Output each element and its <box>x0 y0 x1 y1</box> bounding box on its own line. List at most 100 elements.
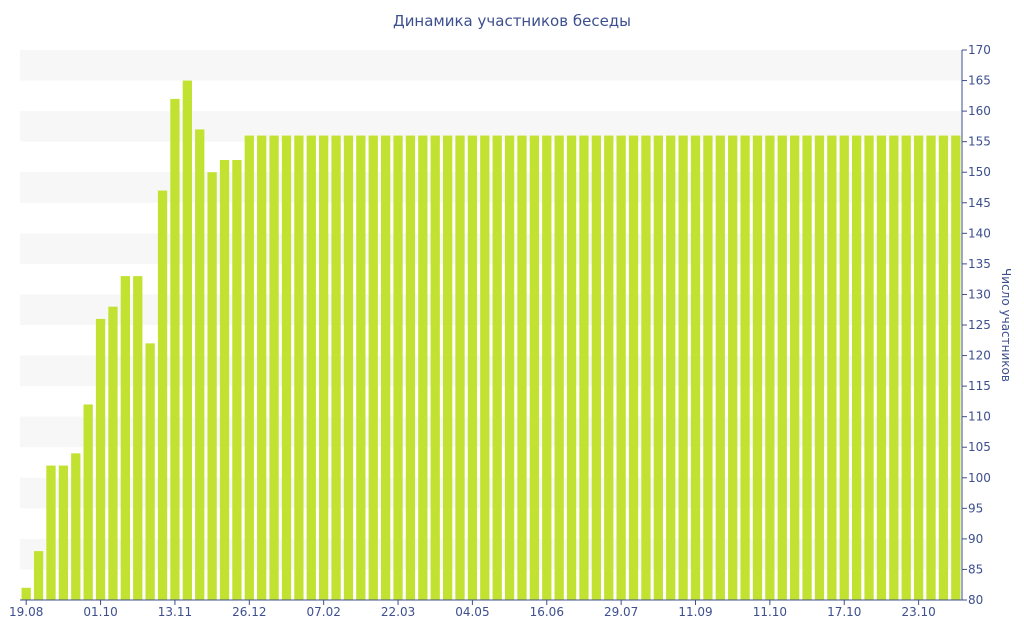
bar <box>157 190 168 601</box>
y-tick-label: 100 <box>968 471 991 485</box>
x-tick-label: 07.02 <box>306 605 340 619</box>
bar <box>554 135 564 601</box>
y-tick-label: 95 <box>968 501 983 515</box>
bar <box>83 404 93 600</box>
bar <box>604 135 614 601</box>
bar <box>71 453 81 600</box>
bar <box>356 135 366 601</box>
bar <box>145 343 155 600</box>
bar <box>467 135 478 601</box>
bar <box>58 465 69 600</box>
x-tick-label: 26.12 <box>232 605 266 619</box>
bar <box>219 160 230 600</box>
bar <box>839 135 849 601</box>
y-axis: 80 85 90 95 100 105 110 115 120 125 130 135 140 145 15… <box>961 43 991 607</box>
bar <box>628 135 639 601</box>
y-tick-label: 160 <box>968 104 991 118</box>
bar <box>851 135 862 601</box>
bar <box>678 135 688 601</box>
bar <box>864 135 874 601</box>
bar <box>616 135 626 601</box>
bar <box>442 135 453 601</box>
bar <box>566 135 577 601</box>
bar <box>740 135 750 601</box>
bar <box>95 318 106 600</box>
bar <box>195 129 205 600</box>
y-tick-label: 165 <box>968 74 991 88</box>
y-tick-label: 120 <box>968 349 991 363</box>
bar <box>480 135 490 601</box>
y-tick-label: 115 <box>968 379 991 393</box>
bar <box>517 135 527 601</box>
bar <box>579 135 589 601</box>
y-tick-label: 85 <box>968 562 983 576</box>
bar <box>715 135 725 601</box>
bar <box>504 135 515 601</box>
x-tick-label: 17.10 <box>827 605 861 619</box>
y-tick-label: 140 <box>968 226 991 240</box>
bar <box>133 276 143 600</box>
x-tick-label: 23.10 <box>901 605 935 619</box>
bar <box>120 276 131 600</box>
y-tick-label: 105 <box>968 440 991 454</box>
y-tick-label: 125 <box>968 318 991 332</box>
bar <box>641 135 651 601</box>
y-tick-label: 135 <box>968 257 991 271</box>
x-axis: 19.08 01.10 13.11 26.12 07.02 22.03 04.05 16.06… <box>9 599 962 619</box>
bar <box>913 135 924 601</box>
bar <box>529 135 540 601</box>
x-tick-label: 16.06 <box>530 605 564 619</box>
bar <box>690 135 701 601</box>
x-tick-label: 11.09 <box>678 605 712 619</box>
bar <box>405 135 416 601</box>
bar <box>542 135 552 601</box>
bar <box>269 135 279 601</box>
x-tick-label: 29.07 <box>604 605 638 619</box>
bar <box>827 135 837 601</box>
bar <box>170 98 180 600</box>
bar <box>876 135 887 601</box>
bar <box>492 135 502 601</box>
bar <box>814 135 825 601</box>
bar <box>108 306 118 600</box>
bar <box>653 135 663 601</box>
bar <box>418 135 428 601</box>
bar <box>901 135 911 601</box>
bar <box>455 135 465 601</box>
bar <box>591 135 602 601</box>
bar <box>802 135 812 601</box>
y-tick-label: 130 <box>968 287 991 301</box>
bar <box>207 172 217 600</box>
bar <box>666 135 676 601</box>
bar <box>951 135 961 601</box>
x-tick-label: 19.08 <box>9 605 43 619</box>
y-tick-label: 90 <box>968 532 983 546</box>
y-tick-label: 150 <box>968 165 991 179</box>
bar <box>232 160 242 600</box>
bar <box>926 135 936 601</box>
bar <box>728 135 738 601</box>
bar <box>21 587 31 600</box>
bar <box>294 135 304 601</box>
bar <box>306 135 316 601</box>
y-axis-title: Число участников <box>999 268 1013 382</box>
y-tick-label: 80 <box>968 593 983 607</box>
bar <box>343 135 354 601</box>
bar <box>380 135 391 601</box>
bar <box>889 135 899 601</box>
bar <box>257 135 267 601</box>
chart-title: Динамика участников беседы <box>392 12 632 30</box>
y-tick-label: 110 <box>968 410 991 424</box>
bar <box>244 135 254 601</box>
x-tick-label: 11.10 <box>753 605 787 619</box>
bar <box>790 135 800 601</box>
bar <box>703 135 713 601</box>
y-tick-label: 155 <box>968 135 991 149</box>
bar <box>281 135 292 601</box>
background-band <box>20 50 962 81</box>
bar <box>393 135 403 601</box>
bar <box>430 135 440 601</box>
bar <box>319 135 329 601</box>
y-tick-label: 145 <box>968 196 991 210</box>
